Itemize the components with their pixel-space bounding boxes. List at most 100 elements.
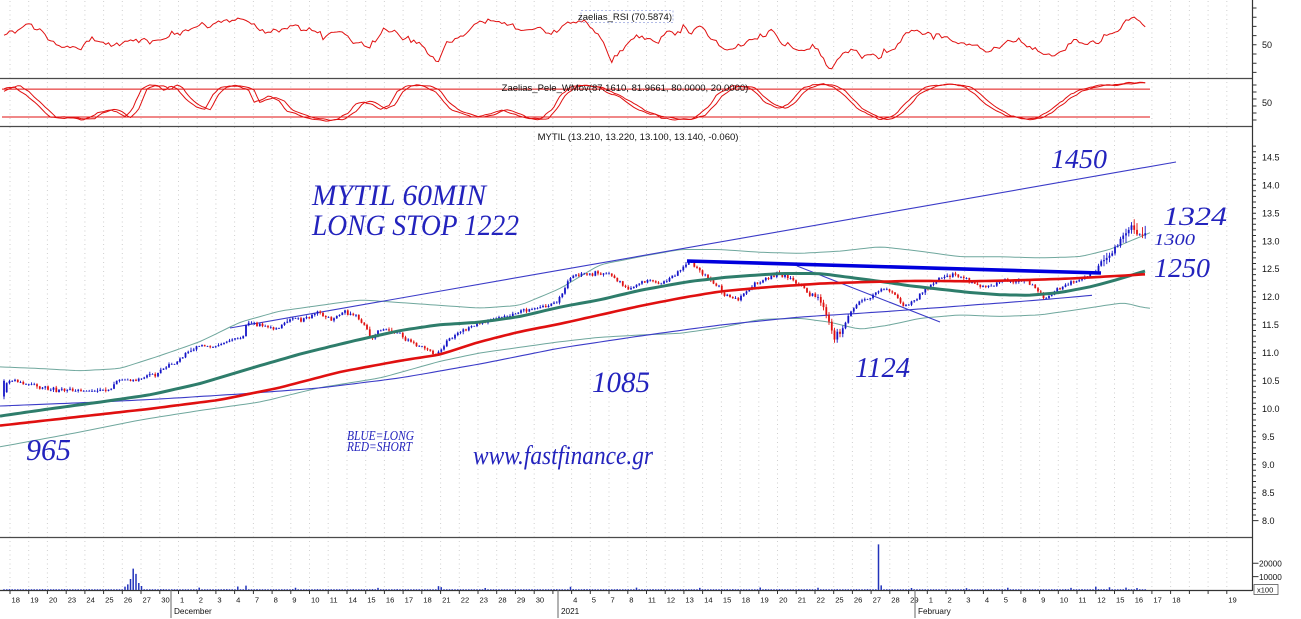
svg-text:BLUE=LONG: BLUE=LONG <box>347 428 414 443</box>
svg-text:28: 28 <box>891 596 899 605</box>
svg-text:50: 50 <box>1262 98 1272 108</box>
svg-text:9: 9 <box>292 596 296 605</box>
svg-text:27: 27 <box>143 596 151 605</box>
svg-text:26: 26 <box>124 596 132 605</box>
svg-text:21: 21 <box>798 596 806 605</box>
svg-text:12.0: 12.0 <box>1262 292 1280 302</box>
svg-text:8.5: 8.5 <box>1262 488 1275 498</box>
svg-text:22: 22 <box>817 596 825 605</box>
svg-text:7: 7 <box>255 596 259 605</box>
svg-text:14: 14 <box>349 596 357 605</box>
svg-text:15: 15 <box>723 596 731 605</box>
svg-text:25: 25 <box>835 596 843 605</box>
svg-text:30: 30 <box>536 596 544 605</box>
svg-text:15: 15 <box>367 596 375 605</box>
svg-text:21: 21 <box>442 596 450 605</box>
svg-text:20: 20 <box>779 596 787 605</box>
svg-text:24: 24 <box>86 596 94 605</box>
svg-text:4: 4 <box>236 596 240 605</box>
svg-text:965: 965 <box>26 432 71 467</box>
svg-text:13.0: 13.0 <box>1262 236 1280 246</box>
svg-text:x100: x100 <box>1257 586 1273 595</box>
svg-text:2: 2 <box>199 596 203 605</box>
svg-text:20: 20 <box>49 596 57 605</box>
svg-text:10: 10 <box>311 596 319 605</box>
svg-text:4: 4 <box>573 596 577 605</box>
svg-text:www.fastfinance.gr: www.fastfinance.gr <box>473 441 654 470</box>
svg-text:December: December <box>174 607 212 616</box>
svg-text:9.0: 9.0 <box>1262 460 1275 470</box>
svg-text:1124: 1124 <box>855 353 910 384</box>
svg-text:8.0: 8.0 <box>1262 516 1275 526</box>
svg-text:Zaelias_Pele_WMov(87.1610, 81.: Zaelias_Pele_WMov(87.1610, 81.9661, 80.0… <box>502 83 749 94</box>
svg-text:18: 18 <box>742 596 750 605</box>
svg-text:9: 9 <box>1041 596 1045 605</box>
svg-text:1: 1 <box>180 596 184 605</box>
svg-text:18: 18 <box>1172 596 1180 605</box>
svg-text:14: 14 <box>704 596 712 605</box>
svg-text:5: 5 <box>1004 596 1008 605</box>
svg-text:17: 17 <box>405 596 413 605</box>
svg-text:17: 17 <box>1153 596 1161 605</box>
svg-text:15: 15 <box>1116 596 1124 605</box>
svg-text:1250: 1250 <box>1154 253 1211 283</box>
svg-text:1324: 1324 <box>1163 202 1227 231</box>
svg-text:2021: 2021 <box>561 607 580 616</box>
svg-text:18: 18 <box>12 596 20 605</box>
svg-text:MYTIL 60MIN: MYTIL 60MIN <box>311 179 488 212</box>
svg-text:10000: 10000 <box>1259 573 1282 582</box>
svg-text:27: 27 <box>873 596 881 605</box>
svg-text:8: 8 <box>629 596 633 605</box>
svg-text:4: 4 <box>985 596 989 605</box>
svg-text:28: 28 <box>498 596 506 605</box>
svg-text:14.0: 14.0 <box>1262 180 1280 190</box>
svg-text:1: 1 <box>929 596 933 605</box>
svg-text:8: 8 <box>1022 596 1026 605</box>
svg-text:16: 16 <box>1135 596 1143 605</box>
svg-text:25: 25 <box>105 596 113 605</box>
svg-text:1085: 1085 <box>592 366 650 399</box>
svg-text:11: 11 <box>330 596 338 605</box>
svg-text:10.0: 10.0 <box>1262 404 1280 414</box>
svg-text:1450: 1450 <box>1051 144 1108 174</box>
svg-text:3: 3 <box>966 596 970 605</box>
svg-text:11.5: 11.5 <box>1262 320 1279 330</box>
svg-text:10.5: 10.5 <box>1262 376 1280 386</box>
svg-text:12.5: 12.5 <box>1262 264 1280 274</box>
svg-text:8: 8 <box>274 596 278 605</box>
svg-text:11.0: 11.0 <box>1262 348 1279 358</box>
svg-text:11: 11 <box>648 596 656 605</box>
svg-text:11: 11 <box>1079 596 1087 605</box>
svg-text:1300: 1300 <box>1154 230 1196 249</box>
svg-text:February: February <box>918 607 952 616</box>
svg-text:12: 12 <box>667 596 675 605</box>
svg-text:13: 13 <box>685 596 693 605</box>
svg-text:3: 3 <box>217 596 221 605</box>
svg-text:20000: 20000 <box>1259 560 1282 569</box>
svg-text:10: 10 <box>1060 596 1068 605</box>
svg-text:23: 23 <box>68 596 76 605</box>
svg-text:23: 23 <box>480 596 488 605</box>
svg-text:29: 29 <box>517 596 525 605</box>
svg-text:LONG STOP 1222: LONG STOP 1222 <box>311 209 519 242</box>
svg-text:MYTIL (13.210, 13.220, 13.100,: MYTIL (13.210, 13.220, 13.100, 13.140, -… <box>538 132 739 143</box>
svg-text:7: 7 <box>611 596 615 605</box>
svg-text:5: 5 <box>592 596 596 605</box>
svg-text:12: 12 <box>1097 596 1105 605</box>
svg-text:2: 2 <box>948 596 952 605</box>
svg-text:19: 19 <box>1228 596 1236 605</box>
svg-text:RED=SHORT: RED=SHORT <box>346 439 413 454</box>
svg-text:29: 29 <box>910 596 918 605</box>
svg-text:16: 16 <box>386 596 394 605</box>
svg-text:19: 19 <box>760 596 768 605</box>
svg-text:14.5: 14.5 <box>1262 152 1280 162</box>
svg-text:22: 22 <box>461 596 469 605</box>
svg-text:19: 19 <box>30 596 38 605</box>
svg-text:13.5: 13.5 <box>1262 208 1280 218</box>
svg-text:50: 50 <box>1262 40 1272 50</box>
svg-text:18: 18 <box>423 596 431 605</box>
svg-text:26: 26 <box>854 596 862 605</box>
svg-text:30: 30 <box>161 596 169 605</box>
svg-text:zaelias_RSI (70.5874): zaelias_RSI (70.5874) <box>578 12 672 23</box>
svg-text:9.5: 9.5 <box>1262 432 1275 442</box>
